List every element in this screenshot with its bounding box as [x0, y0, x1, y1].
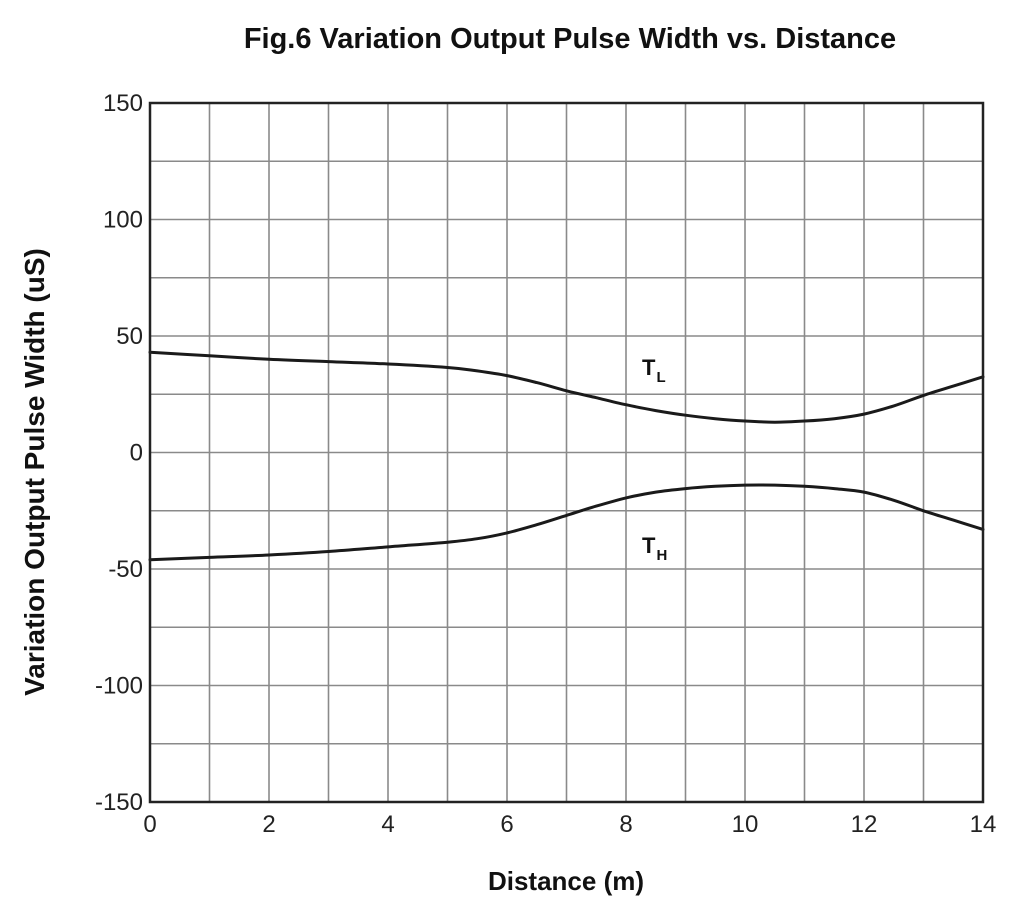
y-tick-label: -150: [95, 789, 143, 816]
y-tick-label: 100: [103, 207, 143, 234]
plot-frame: [148, 101, 985, 804]
y-tick-label: -50: [108, 556, 143, 583]
y-axis-label: Variation Output Pulse Width (uS): [19, 248, 50, 696]
series-line-tl: [148, 350, 985, 424]
series-label-subscript: H: [656, 547, 667, 564]
series-label-subscript: L: [656, 369, 665, 386]
y-tick-label: 0: [130, 440, 143, 467]
y-tick-labels: 150 100 50 0 -50 -100 -150: [95, 90, 143, 816]
x-tick-label: 12: [851, 811, 878, 838]
series-label-main: T: [642, 533, 656, 558]
series-line-th: [148, 483, 985, 562]
x-tick-label: 6: [500, 811, 513, 838]
y-tick-label: -100: [95, 673, 143, 700]
x-tick-label: 14: [970, 811, 997, 838]
y-tick-label: 150: [103, 90, 143, 117]
x-axis-label: Distance (m): [488, 866, 644, 896]
x-tick-label: 8: [619, 811, 632, 838]
chart-title: Fig.6 Variation Output Pulse Width vs. D…: [244, 23, 896, 55]
x-tick-label: 4: [381, 811, 394, 838]
x-tick-labels: 0 2 4 6 8 10 12 14: [143, 811, 996, 838]
x-tick-label: 0: [143, 811, 156, 838]
series-label-th: TH: [642, 533, 667, 564]
series-label-tl: TL: [642, 355, 666, 386]
grid: [150, 103, 983, 802]
series-label-main: T: [642, 355, 656, 380]
x-tick-label: 10: [732, 811, 759, 838]
y-tick-label: 50: [116, 323, 143, 350]
x-tick-label: 2: [262, 811, 275, 838]
